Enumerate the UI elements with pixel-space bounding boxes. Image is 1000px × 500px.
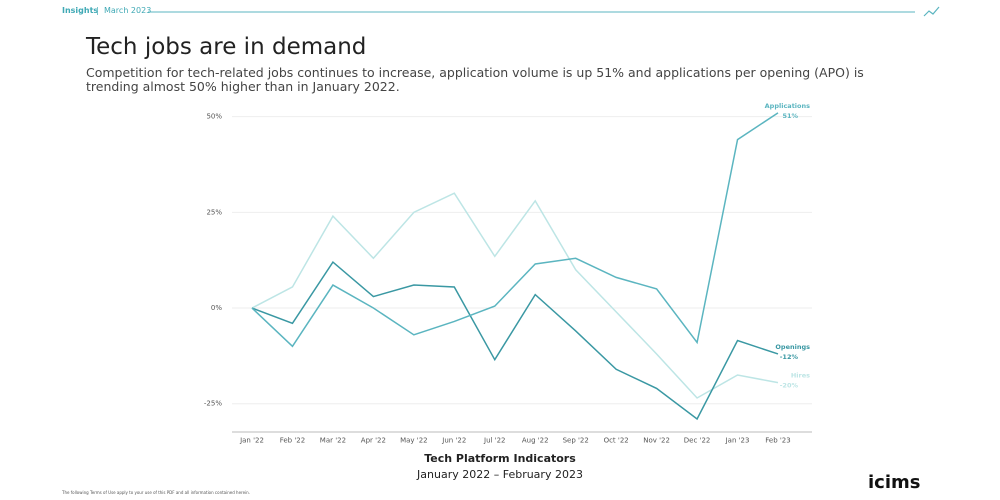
series-line	[251, 260, 779, 421]
value-label: 51%	[782, 112, 798, 120]
page-title: Tech jobs are in demand	[86, 34, 367, 60]
x-tick-label: Feb '22	[280, 437, 305, 445]
y-tick-label: 50%	[206, 113, 222, 121]
x-tick-label: Apr '22	[361, 437, 386, 445]
series-line	[251, 192, 779, 399]
value-label: -20%	[780, 382, 799, 390]
y-tick-label: -25%	[204, 400, 222, 408]
x-tick-label: Jan '23	[725, 437, 750, 445]
x-tick-label: Sep '22	[563, 437, 589, 445]
series-label: Openings	[775, 343, 810, 351]
series-label: Applications	[765, 102, 810, 110]
chart-subtitle: January 2022 – February 2023	[416, 468, 583, 481]
series-label: Hires	[791, 372, 810, 380]
separator: |	[96, 6, 99, 15]
x-tick-label: Jun '22	[441, 437, 466, 445]
y-tick-label: 0%	[211, 304, 222, 312]
header-rule	[148, 6, 940, 17]
logo: icims	[868, 472, 921, 493]
x-tick-label: Dec '22	[684, 437, 711, 445]
x-tick-label: Mar '22	[320, 437, 346, 445]
x-tick-label: Oct '22	[604, 437, 629, 445]
y-tick-label: 25%	[206, 208, 222, 216]
section: Insights	[62, 6, 99, 15]
value-label: -12%	[780, 353, 799, 361]
x-tick-label: Nov '22	[643, 437, 670, 445]
x-tick-label: Aug '22	[522, 437, 549, 445]
series-line	[251, 112, 779, 348]
date: March 2023	[104, 6, 152, 15]
x-tick-label: Feb '23	[765, 437, 790, 445]
x-tick-label: Jul '22	[483, 437, 506, 445]
chart-title: Tech Platform Indicators	[424, 452, 576, 465]
x-tick-label: May '22	[400, 437, 428, 445]
page-subtitle: Competition for tech-related jobs contin…	[86, 65, 864, 94]
x-tick-label: Jan '22	[239, 437, 264, 445]
fine-print: The following Terms of Use apply to your…	[62, 490, 250, 495]
trend-icon	[923, 6, 940, 17]
